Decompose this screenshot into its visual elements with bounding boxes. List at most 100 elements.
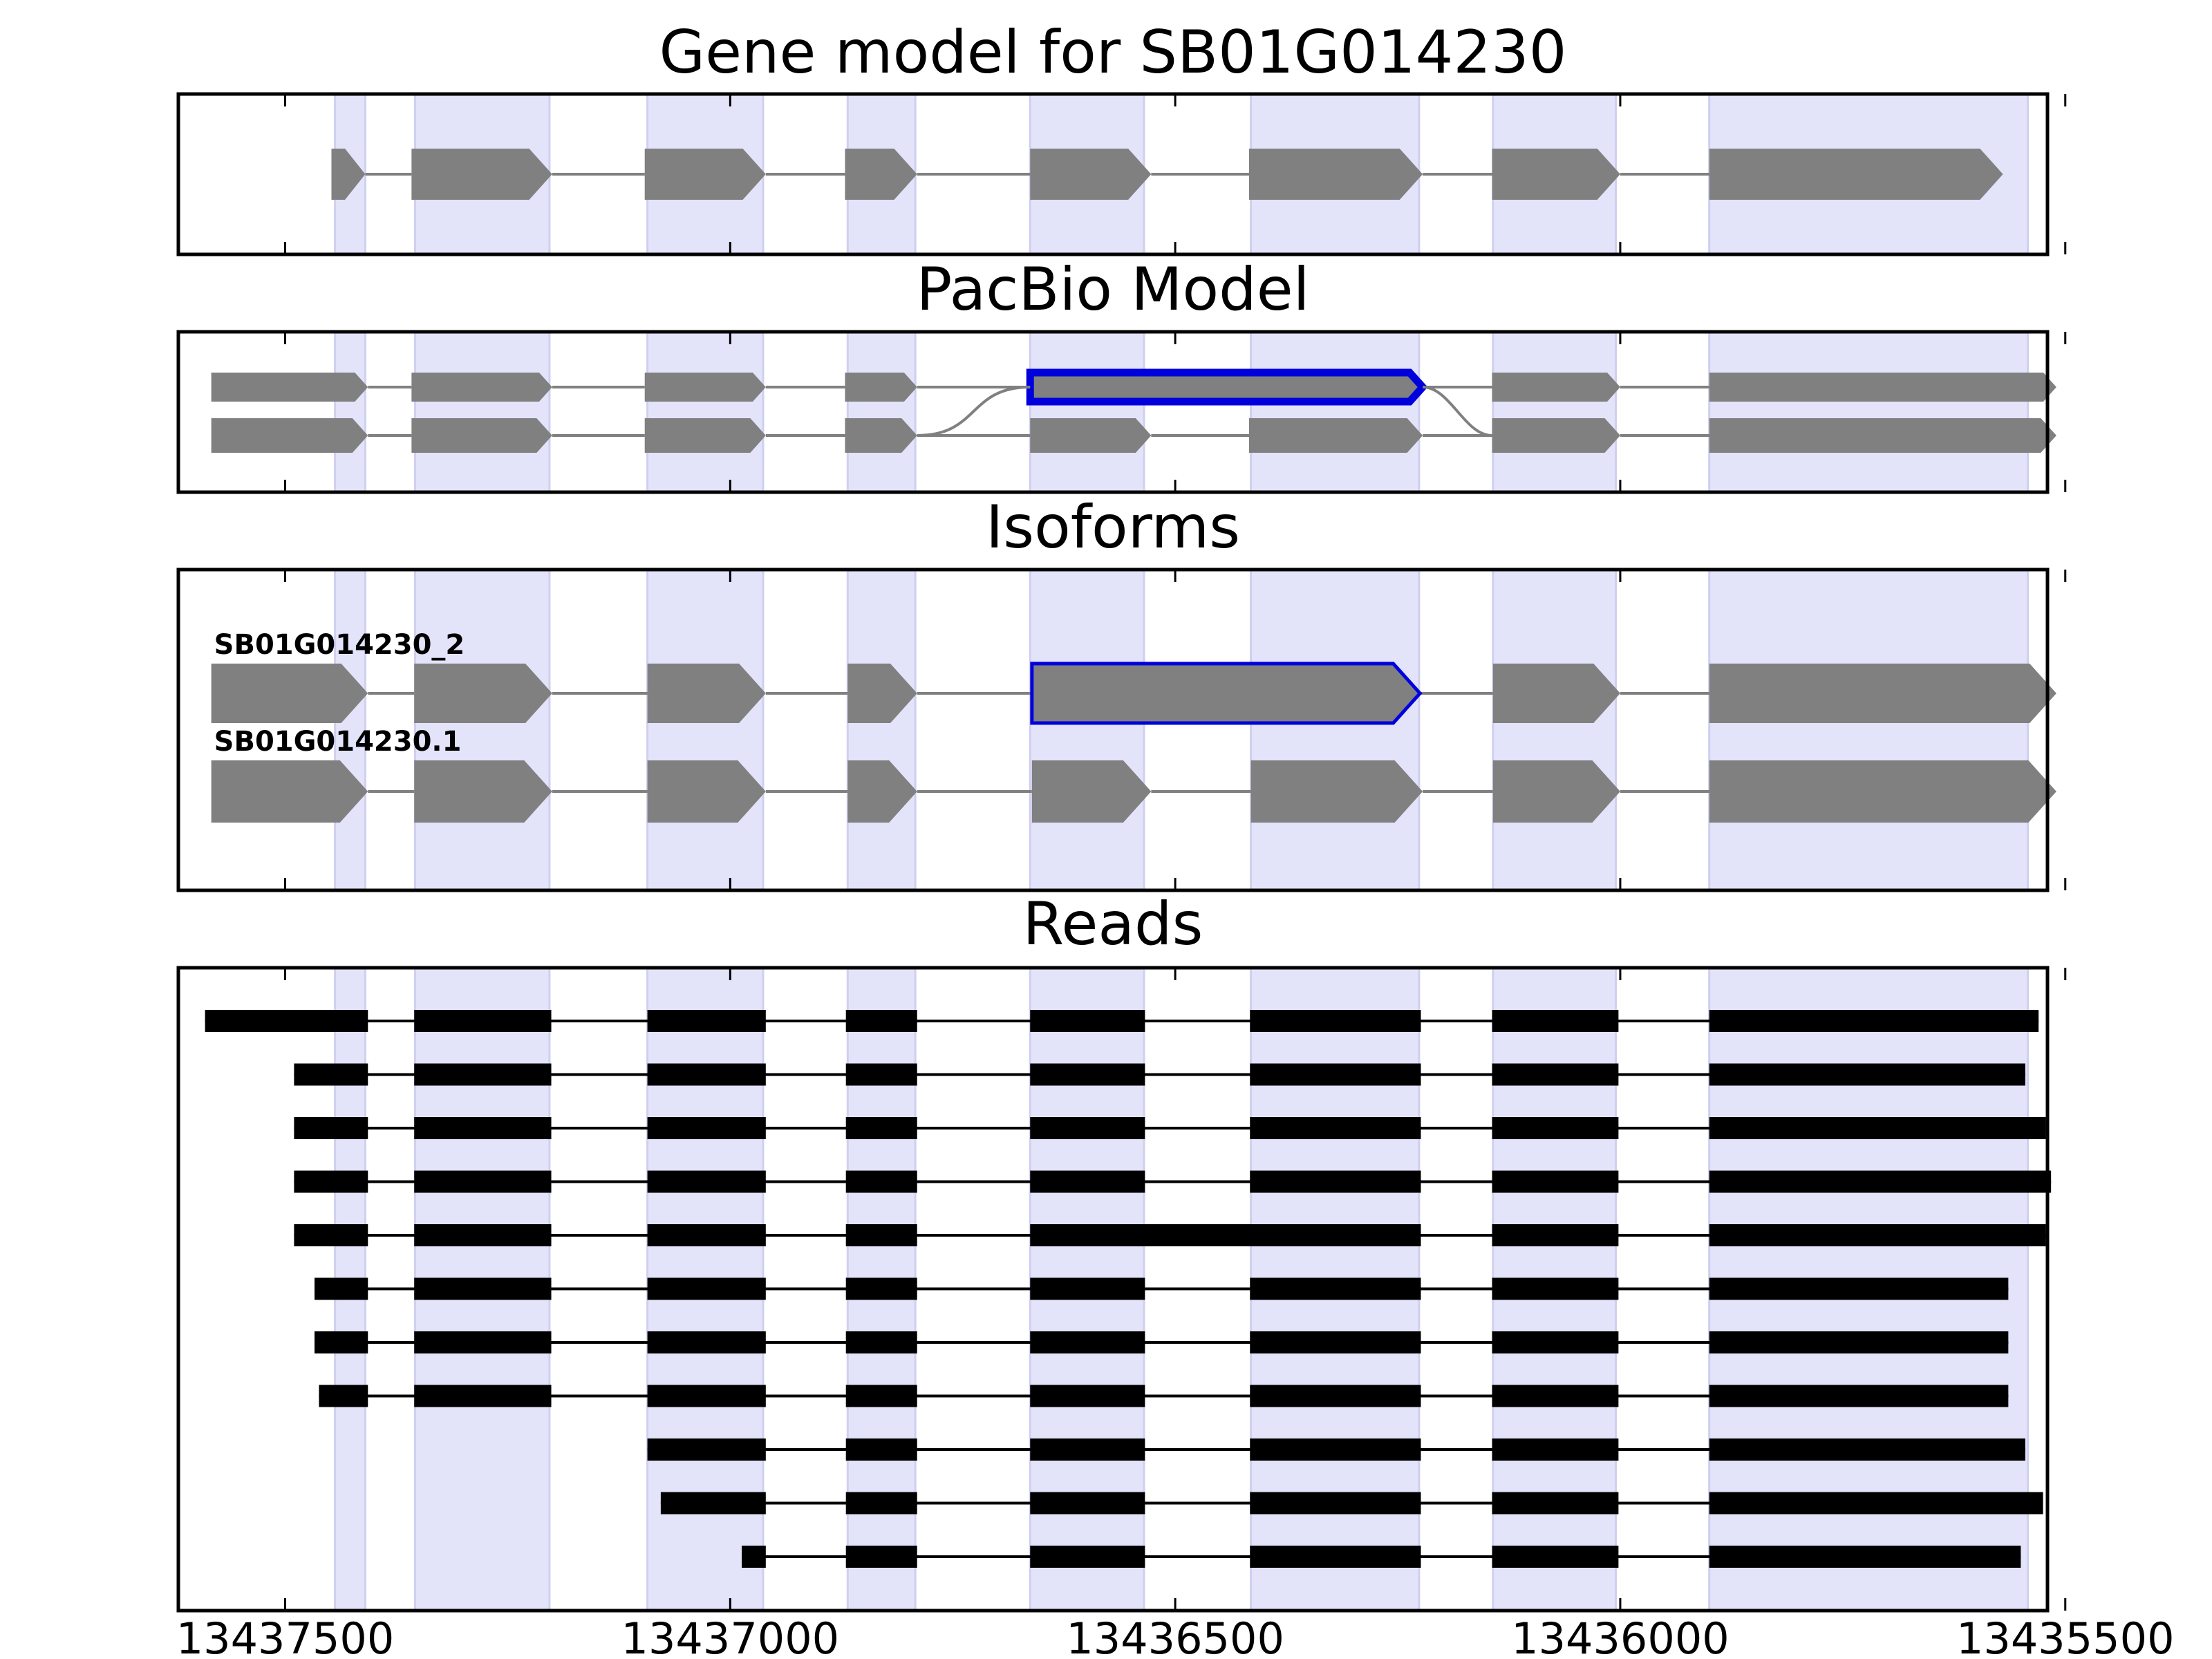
x-tick-label-3: 13436000 xyxy=(1511,1613,1730,1659)
exon-shape-2-0-1 xyxy=(414,760,552,823)
exon-band-2-4 xyxy=(1029,568,1145,892)
x-tick-label-4: 13435500 xyxy=(1956,1613,2175,1659)
read-block-5-2 xyxy=(647,1277,766,1300)
exon-band-2-2 xyxy=(646,568,765,892)
exon-shape-2-0-3 xyxy=(847,760,917,823)
read-block-9-5 xyxy=(1709,1492,2043,1515)
exon-shape-2-0-2 xyxy=(647,760,766,823)
exon-shape-1-1-1 xyxy=(411,373,552,402)
splice-curve-left xyxy=(917,386,1031,437)
read-block-2-6 xyxy=(1492,1117,1619,1139)
read-block-5-1 xyxy=(414,1277,552,1300)
read-block-7-5 xyxy=(1250,1385,1421,1407)
panel-frame-3 xyxy=(176,966,2050,1613)
read-block-8-5 xyxy=(1709,1438,2025,1461)
exon-band-1-2 xyxy=(646,330,765,494)
read-block-4-4 xyxy=(1030,1224,1421,1246)
read-block-3-5 xyxy=(1250,1170,1421,1193)
read-block-9-3 xyxy=(1250,1492,1421,1515)
exon-band-1-6 xyxy=(1492,330,1618,494)
read-block-5-3 xyxy=(845,1277,917,1300)
exon-shape-0-0-4 xyxy=(1030,149,1152,200)
read-block-6-7 xyxy=(1709,1331,2009,1353)
exon-shape-1-0-0 xyxy=(211,418,368,453)
read-block-0-6 xyxy=(1492,1010,1619,1032)
read-block-9-4 xyxy=(1492,1492,1619,1515)
exon-shape-1-1-2 xyxy=(644,373,766,402)
exon-shape-2-1-6 xyxy=(1709,664,2056,723)
read-block-6-2 xyxy=(647,1331,766,1353)
read-block-0-4 xyxy=(1030,1010,1145,1032)
read-block-2-0 xyxy=(294,1117,368,1139)
read-block-7-4 xyxy=(1030,1385,1145,1407)
read-block-2-4 xyxy=(1030,1117,1145,1139)
read-block-7-2 xyxy=(647,1385,766,1407)
read-block-0-2 xyxy=(647,1010,766,1032)
exon-shape-0-0-7 xyxy=(1709,149,2003,200)
panel-frame-1 xyxy=(176,330,2050,494)
exon-shape-0-0-1 xyxy=(411,149,552,200)
read-block-3-3 xyxy=(845,1170,917,1193)
read-block-2-1 xyxy=(414,1117,552,1139)
exon-shape-0-0-2 xyxy=(644,149,766,200)
exon-shape-0-0-5 xyxy=(1249,149,1423,200)
exon-shape-2-0-4 xyxy=(1031,760,1152,823)
exon-shape-2-1-2 xyxy=(647,664,766,723)
exon-shape-2-0-5 xyxy=(1250,760,1423,823)
read-block-8-4 xyxy=(1492,1438,1619,1461)
exon-band-2-5 xyxy=(1250,568,1421,892)
read-block-5-5 xyxy=(1250,1277,1421,1300)
read-block-6-1 xyxy=(414,1331,552,1353)
exon-shape-0-0-6 xyxy=(1492,149,1620,200)
read-block-5-4 xyxy=(1030,1277,1145,1300)
read-block-1-4 xyxy=(1030,1063,1145,1086)
read-block-0-7 xyxy=(1709,1010,2039,1032)
read-block-0-1 xyxy=(414,1010,552,1032)
exon-shape-2-0-6 xyxy=(1492,760,1620,823)
read-block-10-4 xyxy=(1492,1546,1619,1568)
exon-shape-1-0-3 xyxy=(845,418,917,453)
exon-shape-1-0-6 xyxy=(1492,418,1620,453)
read-block-10-1 xyxy=(845,1546,917,1568)
read-block-9-1 xyxy=(845,1492,917,1515)
read-block-8-0 xyxy=(647,1438,766,1461)
read-block-7-3 xyxy=(845,1385,917,1407)
read-block-3-1 xyxy=(414,1170,552,1193)
exon-shape-1-0-5 xyxy=(1249,418,1423,453)
read-block-3-2 xyxy=(647,1170,766,1193)
exon-shape-1-0-2 xyxy=(644,418,766,453)
read-block-1-7 xyxy=(1709,1063,2025,1086)
read-block-4-3 xyxy=(845,1224,917,1246)
read-block-7-7 xyxy=(1709,1385,2009,1407)
read-block-7-0 xyxy=(319,1385,368,1407)
read-block-6-0 xyxy=(315,1331,368,1353)
read-block-2-7 xyxy=(1709,1117,2046,1139)
exon-shape-1-1-6 xyxy=(1709,373,2056,402)
exon-shape-0-0-3 xyxy=(845,149,917,200)
read-block-7-6 xyxy=(1492,1385,1619,1407)
exon-shape-1-0-4 xyxy=(1030,418,1152,453)
read-block-2-2 xyxy=(647,1117,766,1139)
panel-title-pacbio-model: PacBio Model xyxy=(916,255,1309,324)
read-block-6-3 xyxy=(845,1331,917,1353)
x-tick-label-2: 13436500 xyxy=(1066,1613,1284,1659)
read-block-9-0 xyxy=(660,1492,766,1515)
panel-frame-0 xyxy=(176,92,2050,256)
read-block-1-2 xyxy=(647,1063,766,1086)
exon-shape-1-0-1 xyxy=(411,418,552,453)
read-block-8-3 xyxy=(1250,1438,1421,1461)
exon-shape-1-0-7 xyxy=(1709,418,2056,453)
exon-band-2-7 xyxy=(1708,568,2030,892)
plot-layer: SB01G014230.1 SB01G014230_2 13437500 134370… xyxy=(176,92,2175,1659)
read-block-6-4 xyxy=(1030,1331,1145,1353)
exon-shape-1-1-0 xyxy=(211,373,368,402)
read-block-2-5 xyxy=(1250,1117,1421,1139)
x-tick-label-1: 13437000 xyxy=(621,1613,840,1659)
isoform-label-0: SB01G014230.1 xyxy=(214,726,462,758)
exon-band-2-6 xyxy=(1492,568,1618,892)
read-block-0-3 xyxy=(845,1010,917,1032)
read-block-5-7 xyxy=(1709,1277,2009,1300)
exon-shape-1-1-5 xyxy=(1492,373,1620,402)
exon-band-1-0 xyxy=(334,330,366,494)
exon-band-1-1 xyxy=(414,330,551,494)
